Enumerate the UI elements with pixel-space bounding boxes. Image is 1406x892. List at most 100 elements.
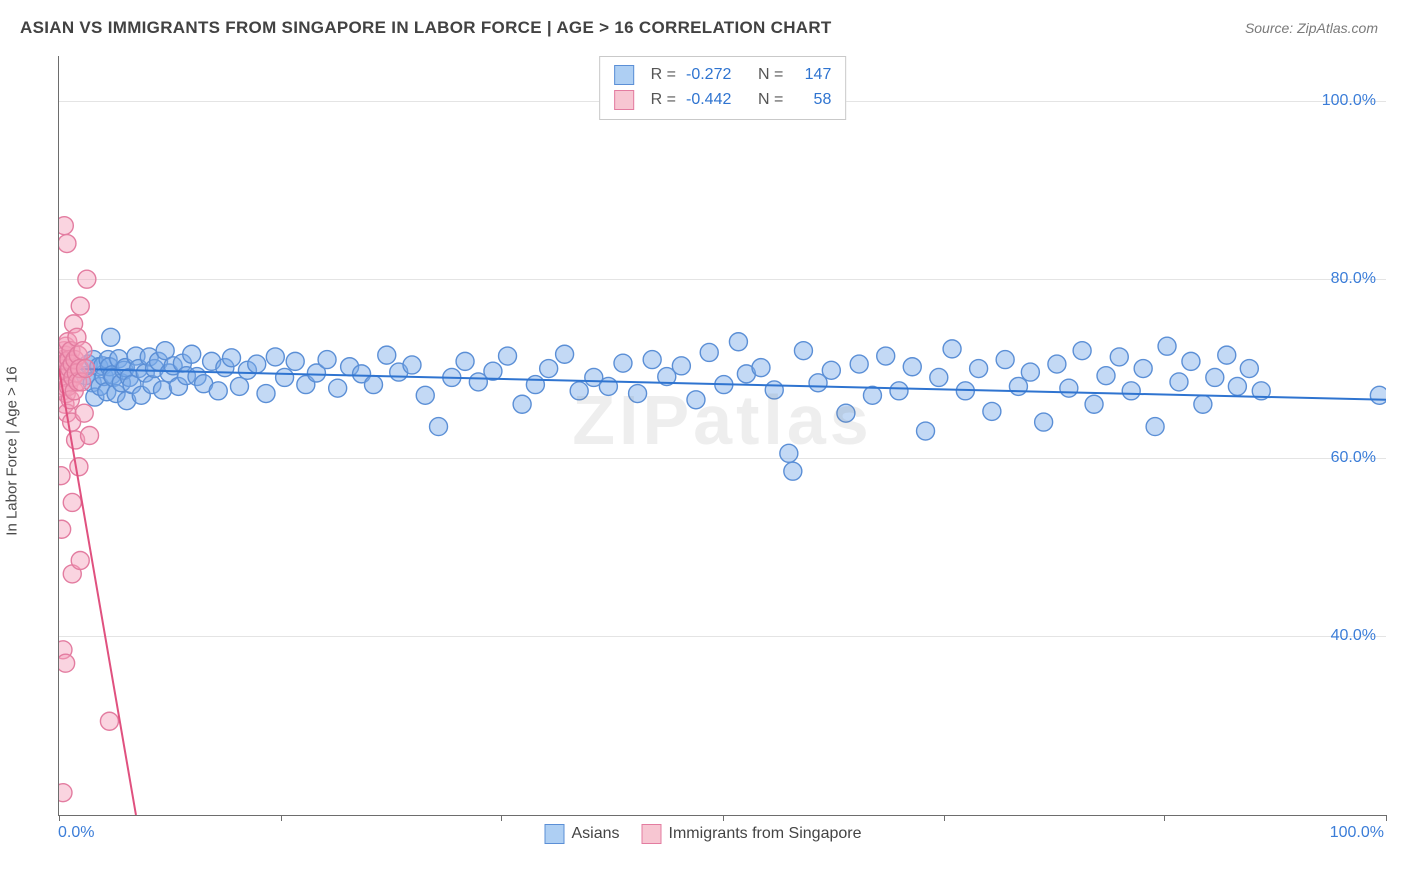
- scatter-svg: [59, 56, 1386, 815]
- scatter-point: [903, 358, 921, 376]
- scatter-point: [266, 348, 284, 366]
- scatter-point: [59, 784, 72, 802]
- scatter-point: [863, 386, 881, 404]
- scatter-point: [784, 462, 802, 480]
- scatter-point: [276, 368, 294, 386]
- scatter-point: [77, 360, 95, 378]
- scatter-point: [970, 360, 988, 378]
- scatter-point: [499, 347, 517, 365]
- scatter-point: [1035, 413, 1053, 431]
- x-axis-right-label: 100.0%: [1330, 824, 1384, 842]
- scatter-point: [248, 355, 266, 373]
- scatter-point: [230, 377, 248, 395]
- scatter-point: [1370, 386, 1386, 404]
- n-value: 58: [793, 88, 831, 113]
- chart-title: ASIAN VS IMMIGRANTS FROM SINGAPORE IN LA…: [20, 18, 832, 38]
- scatter-point: [59, 520, 71, 538]
- scatter-point: [1146, 418, 1164, 436]
- scatter-point: [1060, 379, 1078, 397]
- scatter-point: [752, 359, 770, 377]
- scatter-point: [765, 381, 783, 399]
- scatter-point: [318, 351, 336, 369]
- x-tick-mark: [501, 815, 502, 821]
- scatter-point: [154, 381, 172, 399]
- scatter-point: [890, 382, 908, 400]
- correlation-row: R = -0.442 N = 58: [614, 88, 832, 113]
- scatter-point: [286, 352, 304, 370]
- scatter-point: [81, 427, 99, 445]
- scatter-point: [877, 347, 895, 365]
- scatter-point: [223, 349, 241, 367]
- scatter-point: [63, 493, 81, 511]
- legend-swatch: [545, 824, 565, 844]
- scatter-point: [59, 235, 76, 253]
- n-label: N =: [758, 88, 783, 113]
- scatter-point: [71, 297, 89, 315]
- scatter-point: [822, 361, 840, 379]
- r-value: -0.442: [686, 88, 748, 113]
- scatter-point: [71, 552, 89, 570]
- scatter-point: [74, 342, 92, 360]
- scatter-point: [1097, 367, 1115, 385]
- r-value: -0.272: [686, 63, 748, 88]
- scatter-point: [456, 352, 474, 370]
- scatter-point: [100, 712, 118, 730]
- x-tick-mark: [723, 815, 724, 821]
- scatter-point: [540, 360, 558, 378]
- legend-label: Immigrants from Singapore: [669, 825, 862, 842]
- correlation-row: R =-0.272N =147: [614, 63, 832, 88]
- x-tick-mark: [944, 815, 945, 821]
- scatter-point: [687, 391, 705, 409]
- scatter-point: [526, 376, 544, 394]
- scatter-point: [614, 354, 632, 372]
- scatter-point: [794, 342, 812, 360]
- scatter-point: [75, 404, 93, 422]
- scatter-point: [1218, 346, 1236, 364]
- correlation-box: R =-0.272N =147R =-0.442N =58: [599, 56, 847, 120]
- scatter-point: [403, 356, 421, 374]
- scatter-point: [59, 654, 75, 672]
- y-axis-label: In Labor Force | Age > 16: [4, 366, 21, 535]
- scatter-point: [513, 395, 531, 413]
- scatter-point: [1009, 377, 1027, 395]
- scatter-point: [943, 340, 961, 358]
- scatter-point: [183, 345, 201, 363]
- scatter-point: [837, 404, 855, 422]
- x-tick-mark: [59, 815, 60, 821]
- scatter-point: [570, 382, 588, 400]
- scatter-point: [102, 328, 120, 346]
- scatter-point: [1158, 337, 1176, 355]
- x-tick-mark: [281, 815, 282, 821]
- scatter-point: [1134, 360, 1152, 378]
- scatter-point: [672, 357, 690, 375]
- legend-label: Asians: [572, 825, 620, 842]
- scatter-point: [484, 362, 502, 380]
- scatter-point: [1048, 355, 1066, 373]
- scatter-point: [364, 376, 382, 394]
- scatter-point: [1122, 382, 1140, 400]
- scatter-point: [378, 346, 396, 364]
- n-label: N =: [758, 63, 783, 88]
- scatter-point: [1170, 373, 1188, 391]
- scatter-point: [59, 467, 70, 485]
- x-tick-mark: [1164, 815, 1165, 821]
- scatter-point: [983, 402, 1001, 420]
- r-label: R =: [651, 88, 676, 113]
- scatter-point: [257, 385, 275, 403]
- scatter-point: [1085, 395, 1103, 413]
- scatter-point: [1182, 352, 1200, 370]
- scatter-point: [329, 379, 347, 397]
- legend-swatch: [642, 824, 662, 844]
- scatter-point: [59, 217, 73, 235]
- scatter-point: [416, 386, 434, 404]
- legend-swatch: [614, 90, 634, 110]
- chart-container: In Labor Force | Age > 16 40.0%60.0%80.0…: [20, 56, 1386, 846]
- legend-item: Asians: [545, 824, 620, 844]
- x-axis-left-label: 0.0%: [58, 824, 94, 842]
- plot-area: 40.0%60.0%80.0%100.0% ZIPatlas R =-0.272…: [58, 56, 1386, 816]
- scatter-point: [1228, 377, 1246, 395]
- scatter-point: [850, 355, 868, 373]
- scatter-point: [729, 333, 747, 351]
- scatter-point: [1110, 348, 1128, 366]
- scatter-point: [209, 382, 227, 400]
